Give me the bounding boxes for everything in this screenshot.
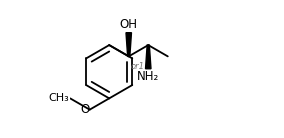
Text: CH₃: CH₃: [49, 93, 70, 103]
Text: NH₂: NH₂: [137, 70, 159, 83]
Polygon shape: [126, 33, 131, 56]
Text: OH: OH: [120, 18, 138, 31]
Text: or1: or1: [131, 62, 145, 71]
Polygon shape: [145, 45, 151, 69]
Text: O: O: [80, 103, 89, 116]
